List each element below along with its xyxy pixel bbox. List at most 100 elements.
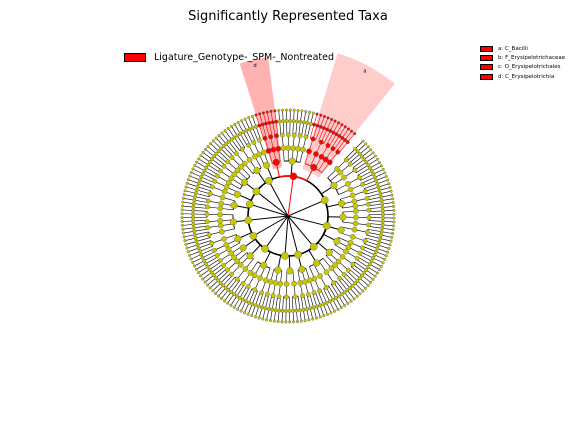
tree-node: [212, 247, 217, 253]
clade-key-swatch: [480, 54, 493, 61]
branch-line: [331, 284, 340, 297]
branch-line: [366, 234, 381, 239]
tree-node: [318, 303, 323, 308]
tree-node: [253, 167, 261, 175]
branch-line: [306, 294, 311, 309]
tree-node: [228, 175, 235, 182]
tree-node: [345, 288, 350, 293]
branch-line: [367, 196, 382, 201]
tree-node: [386, 250, 390, 254]
tree-node: [268, 319, 272, 323]
tree-node: [308, 110, 312, 114]
tree-node: [332, 262, 338, 268]
tree-node: [337, 226, 345, 234]
tree-node: [194, 267, 198, 271]
tree-node: [303, 319, 307, 323]
branch-line: [202, 251, 216, 258]
tree-node: [253, 315, 257, 319]
tree-node: [260, 261, 268, 269]
tree-node: [261, 111, 265, 115]
tree-node: [224, 141, 229, 146]
tree-node: [346, 301, 350, 305]
tree-node: [345, 244, 352, 250]
tree-node: [347, 186, 354, 193]
tree-node: [307, 277, 313, 284]
tree-node: [209, 270, 214, 275]
tree-node: [335, 258, 342, 265]
tree-node: [297, 280, 304, 286]
tree-node: [252, 153, 258, 160]
clade-key-item: c: O_Erysipelotrichales: [480, 63, 565, 72]
tree-node: [204, 165, 209, 170]
branch-line: [360, 251, 374, 259]
tree-node: [214, 151, 219, 156]
branch-line: [255, 126, 262, 140]
branch-line: [199, 245, 213, 252]
tree-node: [226, 288, 231, 292]
tree-node: [292, 108, 296, 112]
tree-node: [188, 174, 192, 178]
tree-node: [236, 307, 240, 311]
tree-node: [380, 202, 385, 206]
tree-node: [237, 262, 244, 268]
tree-node: [270, 146, 277, 153]
tree-node: [336, 294, 341, 299]
tree-node: [250, 314, 254, 318]
tree-node: [257, 316, 261, 320]
tree-node: [373, 154, 377, 158]
branch-line: [199, 179, 214, 186]
branch-line: [309, 293, 314, 308]
tree-node: [280, 308, 285, 313]
tree-node: [276, 294, 282, 299]
tree-node: [366, 222, 371, 228]
tree-node: [360, 273, 364, 278]
tree-node: [196, 246, 201, 250]
tree-node: [208, 286, 212, 290]
branch-line: [347, 271, 358, 282]
tree-node: [353, 214, 359, 221]
tree-node: [284, 108, 288, 112]
tree-node: [206, 283, 210, 287]
tree-node: [364, 160, 369, 165]
tree-node: [372, 175, 377, 180]
tree-node: [318, 139, 324, 145]
tree-node: [307, 318, 311, 322]
tree-node: [210, 184, 215, 190]
tree-node: [197, 249, 202, 254]
tree-node: [199, 154, 203, 158]
tree-node: [310, 163, 318, 171]
tree-node: [369, 148, 373, 152]
tree-node: [280, 145, 287, 151]
tree-node: [390, 193, 394, 197]
tree-node: [350, 262, 356, 267]
branch-line: [239, 285, 248, 299]
tree-node: [223, 285, 228, 290]
tree-node: [233, 151, 239, 156]
tree-node: [185, 181, 189, 185]
tree-node: [325, 127, 329, 132]
branch-line: [349, 153, 361, 164]
tree-node: [272, 280, 279, 286]
branch-line: [368, 223, 383, 226]
branch-line: [342, 275, 353, 286]
tree-node: [291, 308, 295, 313]
tree-node: [244, 299, 248, 304]
tree-node: [360, 245, 365, 251]
tree-node: [218, 281, 223, 285]
branch-line: [209, 261, 222, 270]
tree-node: [245, 284, 251, 289]
branch-line: [240, 133, 248, 147]
branch-line: [366, 193, 381, 198]
tree-node: [343, 304, 347, 308]
branch-line: [365, 190, 380, 195]
tree-node: [345, 140, 350, 145]
tree-node: [318, 154, 325, 160]
tree-node: [189, 170, 193, 174]
tree-node: [384, 254, 388, 258]
tree-node: [191, 212, 195, 216]
tree-node: [279, 132, 285, 138]
tree-node: [182, 235, 186, 239]
branch-line: [265, 123, 270, 138]
tree-node: [256, 137, 262, 143]
tree-node: [388, 185, 392, 189]
